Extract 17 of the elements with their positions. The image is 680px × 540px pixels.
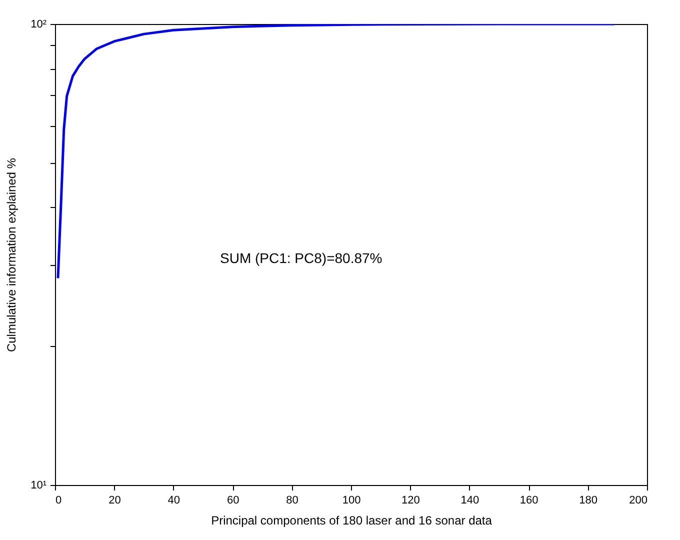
x-tick-label: 160 <box>520 494 538 506</box>
y-tick-label: 10¹ <box>30 480 47 492</box>
y-axis-title: Culmulative information explained % <box>4 158 19 352</box>
y-tick-label: 10² <box>30 18 47 30</box>
x-tick-label: 100 <box>342 494 361 506</box>
x-axis-title: Principal components of 180 laser and 16 sonar data <box>211 514 492 528</box>
x-tick-label: 120 <box>402 494 420 506</box>
x-tick-label: 20 <box>108 494 121 506</box>
x-tick-label: 80 <box>286 494 298 506</box>
x-tick-label: 140 <box>460 494 480 506</box>
line-series <box>56 24 616 280</box>
x-tick-label: 180 <box>579 494 598 506</box>
x-tick-label: 60 <box>226 494 240 506</box>
x-tick-label: 40 <box>168 494 180 506</box>
x-tick-label: 200 <box>629 494 648 506</box>
x-tick-label: 0 <box>56 494 62 506</box>
annotation: SUM (PC1: PC8)=80.87% <box>220 250 382 266</box>
